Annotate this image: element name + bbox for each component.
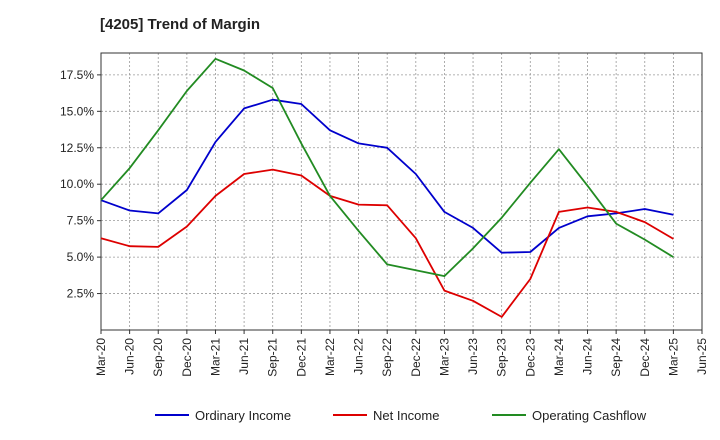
x-tick-label: Jun-21 bbox=[237, 338, 251, 375]
series-line-ordinary-income bbox=[100, 98, 674, 254]
x-tick-label: Sep-24 bbox=[609, 338, 623, 377]
x-tick-label: Dec-23 bbox=[523, 338, 537, 377]
x-tick-label: Dec-21 bbox=[294, 338, 308, 377]
y-tick-label: 10.0% bbox=[60, 177, 94, 191]
y-tick-label: 17.5% bbox=[60, 68, 94, 82]
x-tick-label: Mar-23 bbox=[437, 338, 451, 376]
x-tick-label: Dec-22 bbox=[409, 338, 423, 377]
y-tick-label: 2.5% bbox=[67, 287, 95, 301]
x-tick-label: Dec-20 bbox=[180, 338, 194, 377]
x-tick-label: Sep-20 bbox=[151, 338, 165, 377]
x-tick-label: Jun-20 bbox=[123, 338, 137, 375]
legend-label-operating-cashflow: Operating Cashflow bbox=[532, 408, 647, 423]
plot-area bbox=[101, 53, 702, 330]
x-tick-label: Jun-22 bbox=[352, 338, 366, 375]
x-tick-label: Jun-25 bbox=[695, 338, 709, 375]
legend-label-ordinary-income: Ordinary Income bbox=[195, 408, 291, 423]
x-tick-label: Mar-22 bbox=[323, 338, 337, 376]
x-tick-label: Jun-24 bbox=[581, 338, 595, 375]
series-line-net-income bbox=[100, 168, 674, 318]
x-tick-label: Mar-20 bbox=[94, 338, 108, 376]
series-line-operating-cashflow bbox=[100, 57, 674, 278]
chart-title: [4205] Trend of Margin bbox=[100, 16, 261, 33]
x-tick-label: Sep-21 bbox=[266, 338, 280, 377]
x-tick-label: Mar-24 bbox=[552, 338, 566, 376]
x-tick-label: Dec-24 bbox=[638, 338, 652, 377]
y-tick-label: 15.0% bbox=[60, 104, 94, 118]
plot-border bbox=[100, 52, 703, 331]
y-tick-label: 7.5% bbox=[67, 214, 95, 228]
y-tick-label: 5.0% bbox=[67, 250, 95, 264]
x-tick-label: Mar-21 bbox=[208, 338, 222, 376]
x-tick-label: Mar-25 bbox=[666, 338, 680, 376]
legend-label-net-income: Net Income bbox=[373, 408, 439, 423]
y-tick-label: 12.5% bbox=[60, 141, 94, 155]
x-tick-label: Jun-23 bbox=[466, 338, 480, 375]
x-tick-label: Sep-22 bbox=[380, 338, 394, 377]
x-tick-label: Sep-23 bbox=[495, 338, 509, 377]
